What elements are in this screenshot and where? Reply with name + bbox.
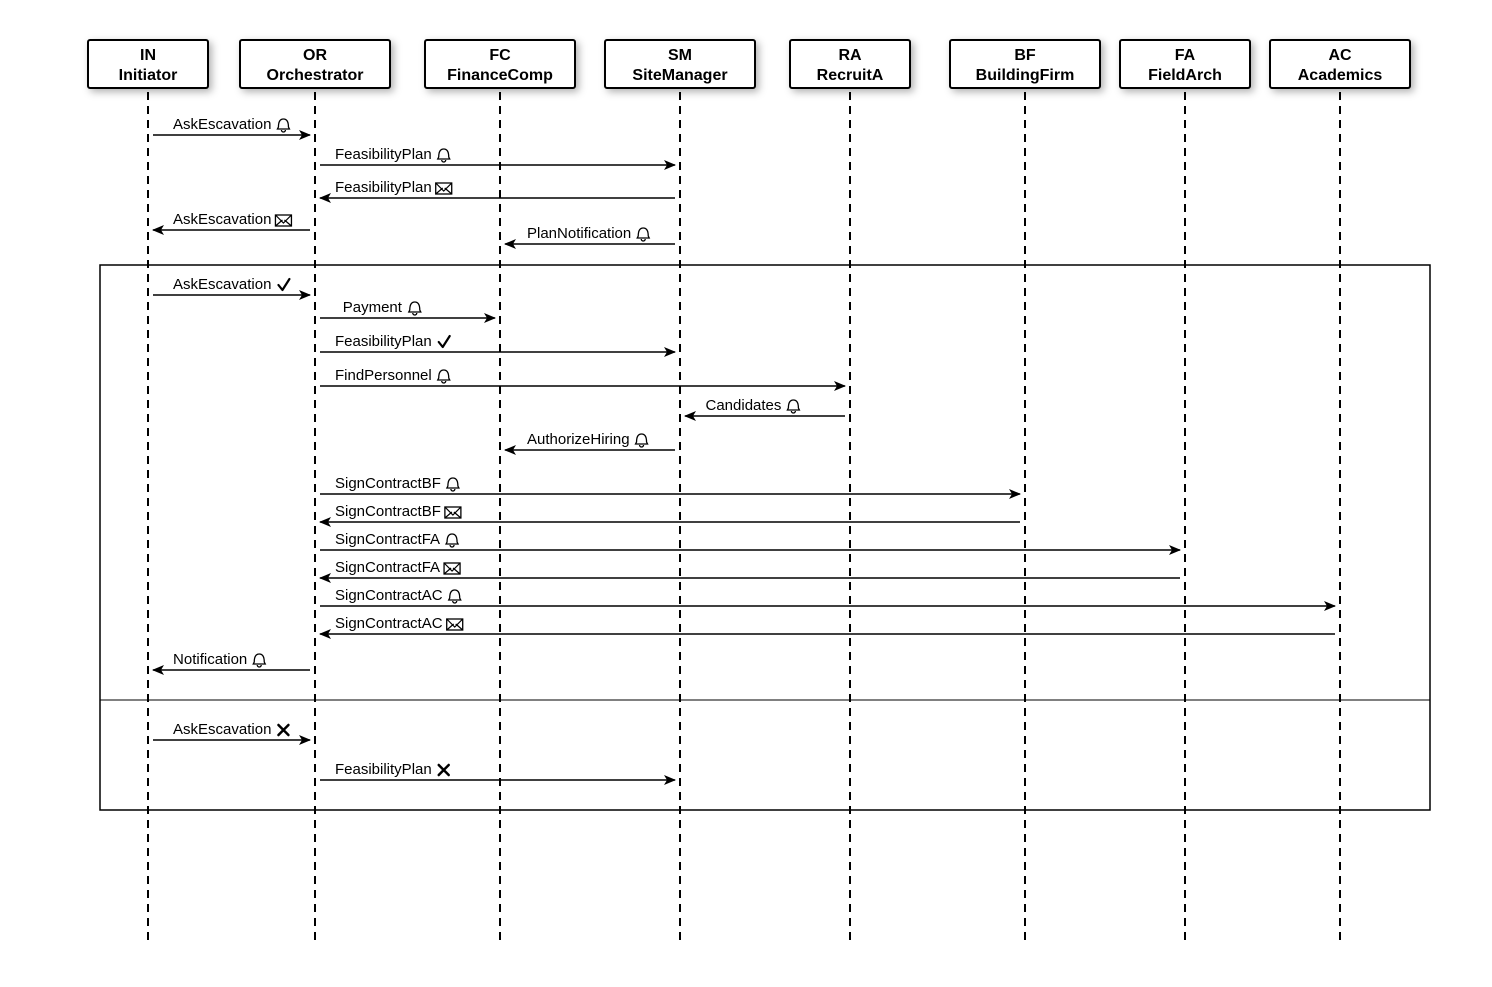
message-label: SignContractAC <box>335 587 443 604</box>
alt-fragment <box>100 265 1430 810</box>
sequence-diagram: AskEscavation FeasibilityPlan FeasibilityP… <box>20 20 1492 967</box>
message-label: FeasibilityPlan <box>335 146 432 163</box>
message-label: AskEscavation <box>173 721 271 738</box>
svg-text:Academics: Academics <box>1298 67 1383 84</box>
bell-icon <box>438 149 450 162</box>
svg-text:FinanceComp: FinanceComp <box>447 67 553 84</box>
participant-ac: AC Academics <box>1270 40 1410 88</box>
participant-or: OR Orchestrator <box>240 40 390 88</box>
message-label: SignContractBF <box>335 503 441 520</box>
bell-icon <box>446 534 458 547</box>
message-label: SignContractAC <box>335 615 443 632</box>
message-label: FindPersonnel <box>335 367 432 384</box>
svg-text:RecruitA: RecruitA <box>817 67 884 84</box>
svg-text:SM: SM <box>668 47 692 64</box>
bell-icon <box>636 434 648 447</box>
svg-text:FieldArch: FieldArch <box>1148 67 1222 84</box>
participant-fc: FC FinanceComp <box>425 40 575 88</box>
svg-text:BF: BF <box>1014 47 1036 64</box>
bell-icon <box>409 302 421 315</box>
message-label: SignContractFA <box>335 559 440 576</box>
participant-fa: FA FieldArch <box>1120 40 1250 88</box>
env-icon <box>444 563 460 574</box>
svg-text:FC: FC <box>489 47 511 64</box>
message-label: Notification <box>173 651 247 668</box>
message-label: AuthorizeHiring <box>527 431 630 448</box>
bell-icon <box>277 119 289 132</box>
cross-icon <box>439 765 449 775</box>
env-icon <box>445 507 461 518</box>
env-icon <box>275 215 291 226</box>
cross-icon <box>278 725 288 735</box>
svg-text:Initiator: Initiator <box>119 67 178 84</box>
participant-bf: BF BuildingFirm <box>950 40 1100 88</box>
message-label: Candidates <box>706 397 782 414</box>
svg-text:IN: IN <box>140 47 156 64</box>
svg-text:Orchestrator: Orchestrator <box>267 67 364 84</box>
env-icon <box>436 183 452 194</box>
message-label: FeasibilityPlan <box>335 333 432 350</box>
message-label: AskEscavation <box>173 276 271 293</box>
bell-icon <box>253 654 265 667</box>
message-label: Payment <box>343 299 403 316</box>
bell-icon <box>787 400 799 413</box>
bell-icon <box>447 478 459 491</box>
message-label: PlanNotification <box>527 225 631 242</box>
bell-icon <box>637 228 649 241</box>
check-icon <box>278 279 289 290</box>
svg-text:RA: RA <box>838 47 862 64</box>
svg-text:OR: OR <box>303 47 327 64</box>
svg-text:SiteManager: SiteManager <box>632 67 727 84</box>
participant-sm: SM SiteManager <box>605 40 755 88</box>
bell-icon <box>449 590 461 603</box>
check-icon <box>439 336 450 347</box>
message-label: SignContractFA <box>335 531 440 548</box>
svg-text:FA: FA <box>1175 47 1196 64</box>
message-label: FeasibilityPlan <box>335 761 432 778</box>
message-label: FeasibilityPlan <box>335 179 432 196</box>
message-label: AskEscavation <box>173 116 271 133</box>
message-label: SignContractBF <box>335 475 441 492</box>
participant-ra: RA RecruitA <box>790 40 910 88</box>
message-label: AskEscavation <box>173 211 271 228</box>
bell-icon <box>438 370 450 383</box>
svg-text:BuildingFirm: BuildingFirm <box>976 67 1075 84</box>
participant-in: IN Initiator <box>88 40 208 88</box>
env-icon <box>447 619 463 630</box>
svg-text:AC: AC <box>1328 47 1352 64</box>
